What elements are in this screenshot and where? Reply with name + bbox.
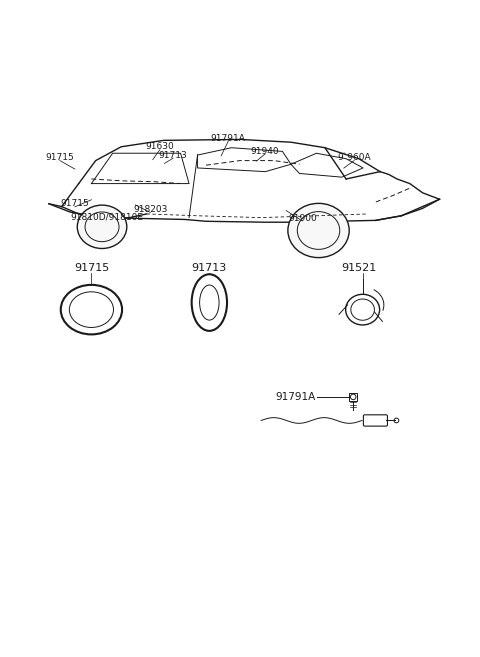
Text: 91715: 91715: [60, 199, 89, 208]
Text: 91791A: 91791A: [276, 392, 316, 402]
Text: 91791A: 91791A: [211, 134, 246, 143]
Text: 9`960A: 9`960A: [337, 153, 371, 162]
Bar: [349, 393, 358, 401]
Text: 91810D/91810E: 91810D/91810E: [71, 213, 144, 221]
Text: 91713: 91713: [159, 151, 187, 160]
Text: 91900: 91900: [288, 214, 317, 223]
Text: 91940: 91940: [251, 147, 279, 156]
Ellipse shape: [77, 205, 127, 248]
Text: 91630: 91630: [145, 143, 174, 151]
Text: 918203: 918203: [133, 205, 168, 214]
Text: 91713: 91713: [192, 263, 227, 273]
Ellipse shape: [288, 204, 349, 258]
Text: 91521: 91521: [342, 263, 377, 273]
Text: 91715: 91715: [46, 153, 74, 162]
Text: 91715: 91715: [74, 263, 109, 273]
